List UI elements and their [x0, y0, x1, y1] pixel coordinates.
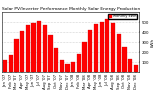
Bar [3, 60, 7, 72]
Bar [117, 34, 121, 72]
Bar [94, 24, 98, 72]
Bar [105, 18, 109, 72]
Legend: Monthly kWh: Monthly kWh [108, 14, 137, 19]
Bar [128, 58, 132, 72]
Bar [54, 48, 58, 72]
Bar [122, 46, 127, 72]
Bar [26, 24, 30, 72]
Bar [43, 25, 47, 72]
Bar [100, 22, 104, 72]
Bar [111, 23, 115, 72]
Bar [134, 64, 138, 72]
Bar [83, 42, 87, 72]
Bar [9, 55, 13, 72]
Y-axis label: kWh: kWh [151, 37, 155, 47]
Bar [37, 20, 41, 72]
Bar [20, 30, 24, 72]
Bar [14, 39, 19, 72]
Bar [31, 23, 36, 72]
Bar [77, 54, 81, 72]
Bar [88, 30, 92, 72]
Bar [48, 35, 53, 72]
Bar [71, 62, 75, 72]
Bar [60, 60, 64, 72]
Text: Solar PV/Inverter Performance Monthly Solar Energy Production: Solar PV/Inverter Performance Monthly So… [2, 7, 140, 11]
Bar [65, 64, 70, 72]
